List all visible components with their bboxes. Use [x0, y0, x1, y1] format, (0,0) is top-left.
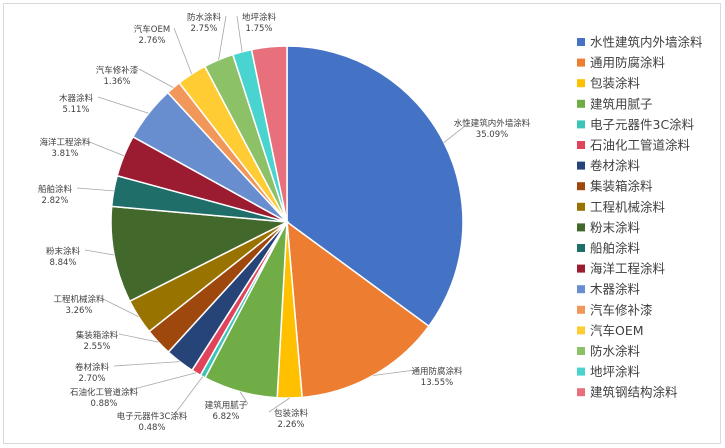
slice-percent-label: 0.88%: [90, 399, 117, 409]
legend-entry: 船舶涂料: [590, 241, 641, 256]
legend-swatch: [577, 182, 585, 191]
slice-category-label: 通用防腐涂料: [411, 366, 463, 377]
pie-slice: [110, 205, 290, 303]
leader-line: [443, 121, 471, 143]
slice-percent-label: 35.09%: [476, 130, 508, 140]
leader-line: [97, 96, 149, 114]
legend-entry: 汽车OEM: [590, 323, 644, 338]
leader-line: [218, 15, 227, 60]
legend: 水性建筑内外墙涂料通用防腐涂料包装涂料建筑用腻子电子元器件3C涂料石油化工管道涂…: [577, 35, 703, 400]
legend-entry: 防水涂料: [590, 344, 641, 359]
legend-entry: 包装涂料: [590, 76, 641, 91]
leader-line: [118, 333, 159, 343]
legend-entry: 通用防腐涂料: [590, 55, 666, 70]
legend-swatch: [577, 305, 585, 314]
legend-swatch: [577, 347, 585, 355]
pie-slices: [110, 45, 464, 399]
slice-category-label: 木器涂料: [59, 93, 94, 104]
slice-category-label: 水性建筑内外墙涂料: [454, 118, 531, 129]
slice-category-label: 海洋工程涂料: [39, 137, 91, 148]
legend-swatch: [577, 58, 585, 67]
legend-swatch: [577, 326, 585, 335]
slice-percent-label: 5.11%: [62, 105, 89, 115]
leader-lines: [76, 15, 471, 416]
legend-entry: 木器涂料: [590, 282, 641, 297]
legend-entry: 石油化工管道涂料: [590, 138, 691, 153]
legend-entry: 卷材涂料: [590, 158, 641, 173]
leader-line: [84, 249, 115, 256]
slice-category-label: 建筑用腻子: [205, 400, 248, 411]
slice-percent-label: 2.70%: [78, 374, 105, 384]
slice-category-label: 卷材涂料: [75, 362, 110, 373]
legend-entry: 汽车修补漆: [590, 302, 653, 317]
slice-percent-label: 3.26%: [65, 306, 92, 316]
legend-entry: 建筑用腻子: [590, 96, 653, 111]
slice-percent-label: 3.81%: [51, 149, 78, 159]
legend-swatch: [577, 202, 585, 211]
leader-line: [236, 15, 243, 52]
leader-line: [268, 397, 290, 413]
legend-swatch: [577, 141, 585, 149]
leader-line: [138, 68, 174, 88]
slice-category-label: 工程机械涂料: [53, 294, 105, 305]
pie-slice: [250, 45, 288, 223]
leader-line: [100, 297, 139, 318]
slice-percent-label: 8.84%: [49, 258, 76, 268]
legend-swatch: [577, 244, 585, 252]
legend-swatch: [577, 264, 585, 273]
slice-percent-label: 1.75%: [245, 24, 272, 34]
legend-swatch: [577, 223, 585, 232]
leader-line: [373, 369, 416, 376]
legend-swatch: [577, 285, 585, 294]
legend-swatch: [577, 388, 585, 397]
slice-percent-label: 2.82%: [41, 196, 68, 206]
legend-entry: 地坪涂料: [590, 364, 641, 379]
slice-percent-label: 2.76%: [138, 36, 165, 46]
slice-category-label: 船舶涂料: [38, 184, 73, 195]
slice-percent-label: 0.48%: [138, 423, 165, 433]
leader-line: [239, 391, 249, 405]
leader-line: [173, 27, 193, 75]
slice-category-label: 集装箱涂料: [76, 330, 119, 341]
legend-entry: 水性建筑内外墙涂料: [590, 35, 703, 50]
slice-category-label: 电子元器件3C涂料: [117, 411, 188, 422]
leader-line: [173, 376, 204, 416]
legend-swatch: [577, 367, 585, 376]
legend-swatch: [577, 79, 585, 88]
legend-entry: 电子元器件3C涂料: [590, 117, 695, 132]
legend-swatch: [577, 161, 585, 170]
slice-category-label: 汽车修补漆: [96, 65, 139, 76]
legend-swatch: [577, 120, 585, 129]
slice-category-label: 汽车OEM: [134, 24, 170, 35]
legend-entry: 集装箱涂料: [590, 179, 653, 194]
leader-line: [86, 140, 125, 157]
slice-percent-label: 6.82%: [212, 412, 239, 422]
slice-category-label: 包装涂料: [274, 408, 309, 419]
legend-swatch: [577, 38, 585, 46]
slice-percent-label: 1.36%: [103, 77, 130, 87]
leader-line: [76, 187, 114, 192]
slice-percent-label: 2.26%: [277, 420, 304, 430]
leader-line: [125, 372, 197, 392]
slice-category-label: 防水涂料: [187, 12, 222, 23]
legend-entry: 海洋工程涂料: [590, 261, 666, 276]
pie-slice: [286, 220, 430, 399]
leader-line: [113, 361, 180, 367]
legend-entry: 工程机械涂料: [590, 199, 666, 214]
slice-category-label: 石油化工管道涂料: [70, 387, 139, 398]
slice-category-label: 地坪涂料: [242, 12, 277, 23]
slice-percent-label: 2.75%: [190, 24, 217, 34]
slice-category-label: 粉末涂料: [46, 246, 81, 257]
slice-percent-label: 2.55%: [83, 342, 110, 352]
legend-entry: 粉末涂料: [590, 220, 641, 235]
legend-swatch: [577, 99, 585, 108]
slice-percent-label: 13.55%: [421, 378, 453, 388]
legend-entry: 建筑钢结构涂料: [590, 385, 678, 400]
